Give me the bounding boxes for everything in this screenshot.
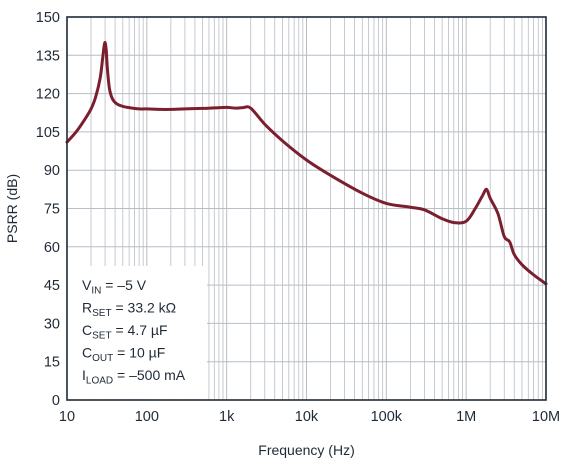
annotation-symbol: R (82, 300, 92, 316)
x-tick-label: 1k (219, 409, 235, 425)
y-tick-label: 15 (44, 355, 60, 371)
y-tick-label: 135 (36, 48, 60, 64)
y-tick-label: 105 (36, 125, 60, 141)
annotation-subscript: LOAD (86, 376, 113, 387)
annotation-line: COUT = 10 µF (82, 345, 165, 365)
annotation-value: = –5 V (101, 277, 146, 293)
y-tick-label: 45 (44, 278, 60, 294)
x-tick-label: 1M (456, 409, 476, 425)
annotation-symbol: C (82, 345, 92, 361)
y-tick-label: 90 (44, 163, 60, 179)
annotation-line: ILOAD = –500 mA (82, 367, 186, 387)
annotation-symbol: V (82, 277, 92, 293)
plot-frame (66, 16, 547, 401)
x-tick-label: 100 (135, 409, 159, 425)
annotation-box (68, 266, 207, 399)
y-axis-title: PSRR (dB) (4, 174, 20, 243)
y-tick-label: 60 (44, 240, 60, 256)
annotation-value: = 4.7 µF (112, 322, 168, 338)
y-tick-label: 120 (36, 87, 60, 103)
x-tick-labels: 10 100 1k 10k 100k 1M 10M (59, 409, 560, 425)
y-tick-label: 75 (44, 202, 60, 218)
annotation-symbol: I (82, 367, 86, 383)
x-tick-label: 10 (59, 409, 75, 425)
y-tick-label: 0 (52, 393, 60, 409)
x-tick-label: 10k (295, 409, 319, 425)
annotation-subscript: OUT (92, 353, 113, 364)
annotation-line: VIN = –5 V (82, 277, 147, 297)
annotation-value: = 10 µF (113, 345, 165, 361)
annotation-symbol: C (82, 322, 92, 338)
annotation-subscript: SET (92, 331, 111, 342)
y-tick-label: 150 (36, 10, 60, 26)
x-tick-label: 100k (371, 409, 403, 425)
annotation-line: CSET = 4.7 µF (82, 322, 168, 342)
annotation-value: = 33.2 kΩ (112, 300, 177, 316)
y-tick-label: 30 (44, 316, 60, 332)
annotation-line: RSET = 33.2 kΩ (82, 300, 176, 320)
annotation-subscript: IN (91, 286, 101, 297)
psrr-series-line (65, 41, 548, 286)
annotation-subscript: SET (92, 308, 111, 319)
y-tick-labels: 0 15 30 45 60 75 90 105 120 135 150 (36, 10, 60, 409)
annotation-value: = –500 mA (113, 367, 186, 383)
x-tick-label: 10M (532, 409, 560, 425)
x-axis-title: Frequency (Hz) (258, 442, 354, 458)
